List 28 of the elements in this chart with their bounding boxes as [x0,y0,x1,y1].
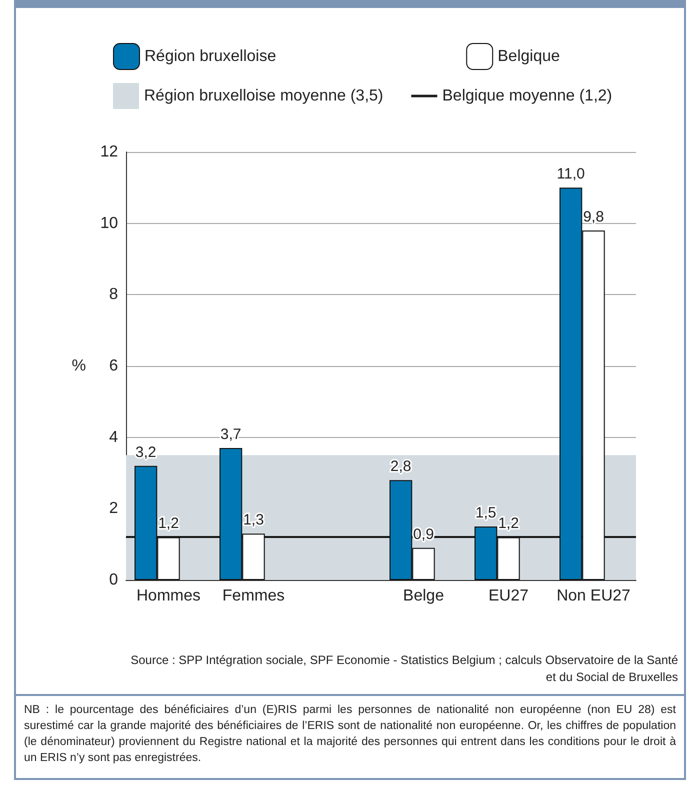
legend-label: Belgique [498,48,560,65]
data-label: 11,0 [556,166,585,183]
data-label: 1,5 [475,504,496,522]
source-note: Source : SPP Intégration sociale, SPF Economie - Statistics Belgium ; calculs Observatoire de la Santé et du Social de Bruxelles [130,652,678,686]
data-label: 1,3 [243,512,264,529]
data-label: 1,2 [158,515,179,532]
legend-label: Région bruxelloise [144,48,276,65]
y-tick-label: 8 [109,286,118,304]
y-tick-label: 6 [109,358,118,374]
x-tick-label: Belge [403,588,444,604]
data-label: 3,7 [220,426,242,444]
data-label: 1,2 [498,515,519,532]
y-axis-title: % [72,358,86,374]
data-label: 3,2 [135,444,156,461]
y-tick-label: 0 [109,572,118,588]
data-label: 2,8 [390,458,412,476]
x-tick-label: Femmes [222,588,285,604]
y-tick-label: 12 [100,144,118,160]
legend-label: Belgique moyenne (1,2) [442,88,612,104]
x-tick-label: EU27 [488,588,529,604]
data-label: 9,8 [583,208,604,226]
y-tick-label: 2 [109,500,118,518]
legend-label: Région bruxelloise moyenne (3,5) [144,88,384,104]
text: NB : le pourcentage des bénéficiaires d’un (E)RIS parmi les personnes de nationalité non européenne (non EU 28) est surestimé car la grande majorité des bénéficiaires de l’ERIS sont de nationalité non européenne. Or, les chiffres de population (le dénominateur) proviennent du Registre national et la majorité des personnes qui entrent dans les conditions pour le droit à un ERIS n’y sont pas enregistrées. [14,694,686,772]
y-tick-label: 4 [109,428,118,446]
y-tick-label: 10 [100,214,118,232]
x-tick-label: Non EU27 [556,588,631,604]
x-tick-label: Hommes [136,588,201,604]
